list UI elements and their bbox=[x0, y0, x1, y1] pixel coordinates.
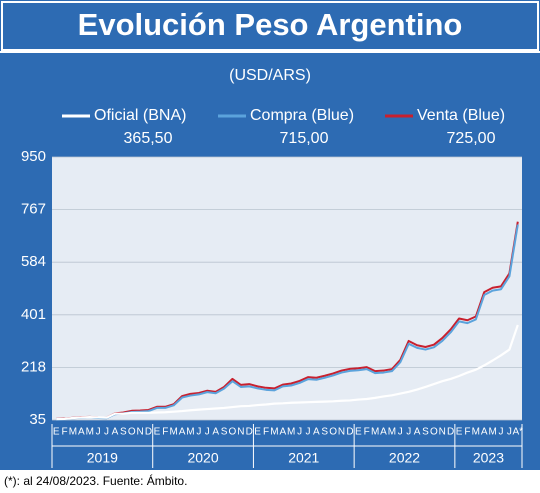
x-tick-label: O bbox=[329, 427, 337, 438]
x-tick-label: E bbox=[53, 427, 60, 438]
x-tick-label: J bbox=[297, 427, 302, 438]
series-line bbox=[56, 221, 519, 420]
x-tick-label: A bbox=[112, 427, 119, 438]
x-tick-label: N bbox=[439, 427, 446, 438]
x-tick-label: J bbox=[398, 427, 403, 438]
x-tick-label: A bbox=[78, 427, 85, 438]
plot-area bbox=[52, 157, 522, 420]
x-tick-label: M bbox=[69, 427, 77, 438]
legend-value: 725,00 bbox=[447, 130, 496, 147]
group-label: 2020 bbox=[187, 450, 218, 466]
x-tick-label: A* bbox=[513, 427, 524, 438]
y-tick-label: 584 bbox=[21, 253, 46, 270]
x-tick-label: O bbox=[128, 427, 136, 438]
x-tick-label: O bbox=[229, 427, 237, 438]
x-tick-label: J bbox=[196, 427, 201, 438]
x-tick-label: M bbox=[488, 427, 496, 438]
x-tick-label: D bbox=[447, 427, 454, 438]
x-tick-label: A bbox=[380, 427, 387, 438]
x-tick-label: M bbox=[86, 427, 94, 438]
x-tick-label: N bbox=[237, 427, 244, 438]
y-tick-label: 401 bbox=[21, 306, 46, 323]
legend-value: 715,00 bbox=[280, 130, 329, 147]
group-label: 2023 bbox=[473, 450, 504, 466]
x-tick-label: D bbox=[246, 427, 253, 438]
x-tick-label: J bbox=[507, 427, 512, 438]
x-tick-label: E bbox=[456, 427, 463, 438]
x-tick-label: A bbox=[279, 427, 286, 438]
x-tick-label: M bbox=[287, 427, 295, 438]
legend-value: 365,50 bbox=[124, 130, 173, 147]
x-tick-label: J bbox=[499, 427, 504, 438]
x-tick-label: A bbox=[481, 427, 488, 438]
x-tick-label: N bbox=[338, 427, 345, 438]
x-tick-label: M bbox=[371, 427, 379, 438]
x-tick-label: O bbox=[430, 427, 438, 438]
x-tick-label: M bbox=[472, 427, 480, 438]
x-tick-label: F bbox=[263, 427, 269, 438]
x-tick-label: E bbox=[154, 427, 161, 438]
x-tick-label: A bbox=[179, 427, 186, 438]
x-tick-label: M bbox=[186, 427, 194, 438]
y-tick-label: 767 bbox=[21, 201, 46, 218]
x-tick-label: E bbox=[254, 427, 261, 438]
x-tick-label: A bbox=[313, 427, 320, 438]
x-tick-label: D bbox=[346, 427, 353, 438]
x-tick-label: E bbox=[355, 427, 362, 438]
x-tick-label: M bbox=[170, 427, 178, 438]
legend-label: Oficial (BNA) bbox=[94, 107, 186, 124]
x-tick-label: J bbox=[205, 427, 210, 438]
x-tick-label: F bbox=[364, 427, 370, 438]
x-tick-label: J bbox=[406, 427, 411, 438]
group-label: 2022 bbox=[389, 450, 420, 466]
x-tick-label: D bbox=[145, 427, 152, 438]
legend-label: Compra (Blue) bbox=[250, 107, 354, 124]
x-tick-label: J bbox=[104, 427, 109, 438]
group-label: 2019 bbox=[87, 450, 118, 466]
x-tick-label: A bbox=[414, 427, 421, 438]
x-tick-label: F bbox=[162, 427, 168, 438]
x-tick-label: M bbox=[270, 427, 278, 438]
chart-title: Evolución Peso Argentino bbox=[78, 7, 463, 42]
x-tick-label: A bbox=[212, 427, 219, 438]
x-tick-label: F bbox=[464, 427, 470, 438]
footnote: (*): al 24/08/2023. Fuente: Ámbito. bbox=[4, 473, 187, 488]
x-tick-label: S bbox=[120, 427, 127, 438]
title-band bbox=[1, 1, 539, 51]
x-tick-label: J bbox=[96, 427, 101, 438]
x-tick-label: M bbox=[388, 427, 396, 438]
x-tick-label: S bbox=[321, 427, 328, 438]
y-tick-label: 950 bbox=[21, 148, 46, 165]
x-tick-label: N bbox=[137, 427, 144, 438]
y-tick-label: 35 bbox=[29, 411, 46, 428]
x-tick-label: S bbox=[221, 427, 228, 438]
legend-label: Venta (Blue) bbox=[417, 107, 505, 124]
chart-subtitle: (USD/ARS) bbox=[229, 67, 311, 84]
y-tick-label: 218 bbox=[21, 358, 46, 375]
x-tick-label: S bbox=[422, 427, 429, 438]
x-tick-label: J bbox=[305, 427, 310, 438]
series-line bbox=[56, 324, 519, 421]
group-label: 2021 bbox=[288, 450, 319, 466]
x-tick-label: F bbox=[62, 427, 68, 438]
